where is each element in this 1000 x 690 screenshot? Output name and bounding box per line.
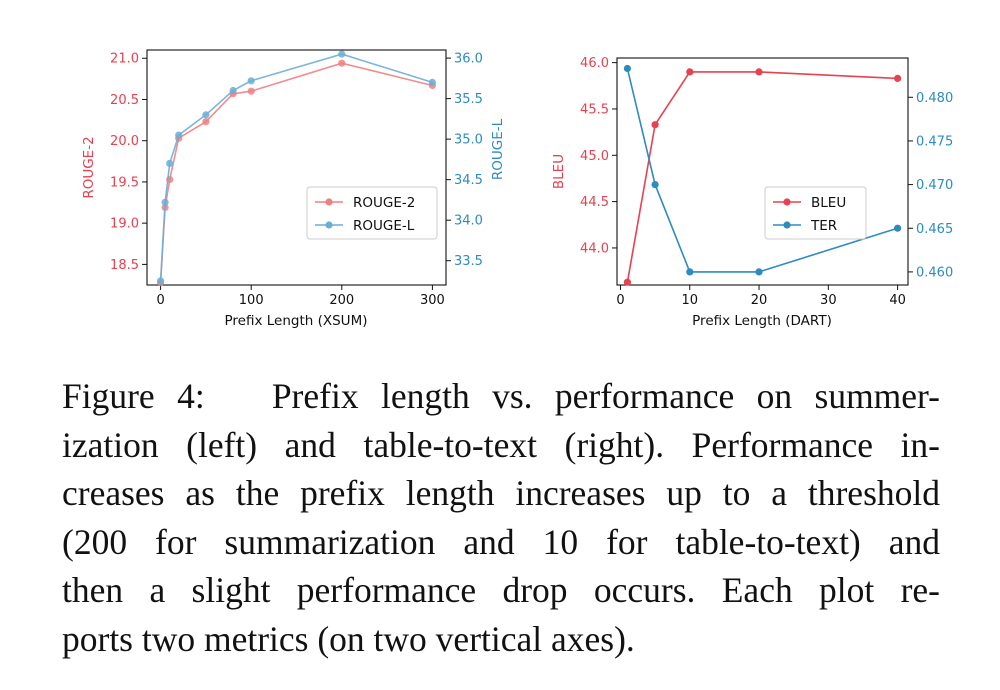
y-right-tick-label: 0.460 bbox=[916, 265, 953, 280]
legend-label: BLEU bbox=[811, 195, 846, 211]
y-right-tick-label: 35.0 bbox=[454, 133, 483, 148]
x-tick-label: 10 bbox=[681, 293, 698, 308]
caption-line: creases as the prefix length increases u… bbox=[62, 473, 940, 513]
x-tick-label: 20 bbox=[751, 293, 768, 308]
y-left-axis-label: ROUGE-2 bbox=[81, 136, 97, 198]
plot-frame bbox=[616, 57, 909, 286]
data-point bbox=[338, 50, 346, 58]
x-tick-label: 300 bbox=[420, 293, 445, 308]
data-point bbox=[623, 64, 632, 73]
y-right-tick-label: 36.0 bbox=[454, 52, 483, 67]
figure-caption: Figure 4: Prefix length vs. performance … bbox=[62, 372, 940, 663]
data-point bbox=[157, 277, 165, 285]
caption-line: ization (left) and table-to-text (right)… bbox=[62, 424, 940, 465]
data-point bbox=[229, 86, 237, 95]
y-left-tick-label: 44.0 bbox=[580, 241, 609, 256]
y-left-axis-label: BLEU bbox=[551, 154, 567, 189]
series-bleu bbox=[623, 68, 902, 286]
y-left-tick-label: 45.0 bbox=[580, 149, 609, 164]
x-axis-label: Prefix Length (XSUM) bbox=[225, 313, 368, 329]
y-right-axis-label: ROUGE-L bbox=[490, 118, 506, 180]
data-point bbox=[755, 68, 763, 76]
data-point bbox=[651, 121, 659, 129]
data-point bbox=[247, 87, 255, 95]
y-right-tick-label: 33.5 bbox=[454, 254, 483, 269]
data-point bbox=[247, 77, 255, 85]
y-left-tick-label: 45.5 bbox=[580, 102, 609, 117]
y-left-tick-label: 46.0 bbox=[580, 56, 609, 71]
y-left-tick-label: 19.5 bbox=[110, 175, 139, 190]
data-point bbox=[686, 68, 694, 76]
data-point bbox=[623, 278, 632, 286]
data-point bbox=[894, 74, 902, 82]
x-tick-label: 40 bbox=[889, 293, 906, 308]
data-point bbox=[428, 78, 436, 86]
data-point bbox=[338, 59, 346, 67]
legend: BLEU TER bbox=[764, 186, 867, 240]
y-right-tick-label: 0.475 bbox=[916, 134, 953, 149]
caption-line: Figure 4: Prefix length vs. performance … bbox=[62, 376, 940, 416]
series-line bbox=[626, 71, 898, 283]
y-left-tick-label: 44.5 bbox=[580, 195, 609, 210]
y-right-tick-label: 35.5 bbox=[454, 92, 483, 107]
y-right-tick-label: 0.480 bbox=[916, 91, 953, 106]
x-tick-label: 100 bbox=[239, 293, 264, 308]
y-left-tick-label: 18.5 bbox=[110, 258, 139, 273]
y-right-tick-label: 0.465 bbox=[916, 222, 953, 237]
data-point bbox=[651, 181, 659, 189]
legend-label: ROUGE-2 bbox=[353, 195, 415, 211]
legend-swatch-marker bbox=[325, 198, 333, 206]
data-point bbox=[161, 198, 169, 206]
data-point bbox=[755, 268, 763, 276]
caption-line: (200 for summarization and 10 for table-… bbox=[62, 521, 940, 562]
legend: ROUGE-2 ROUGE-L bbox=[306, 186, 438, 240]
x-tick-label: 0 bbox=[616, 293, 624, 308]
legend-swatch-marker bbox=[325, 221, 333, 229]
plot-frame bbox=[146, 49, 447, 286]
data-point bbox=[202, 118, 210, 126]
y-left-tick-label: 20.0 bbox=[110, 134, 139, 149]
legend-label: TER bbox=[810, 218, 837, 234]
y-right-tick-label: 34.0 bbox=[454, 214, 483, 229]
series-line bbox=[159, 62, 433, 283]
series-rouge-2 bbox=[157, 59, 436, 287]
chart-panel-1: 0 100 200 300 Prefix Length (XSUM) 18.5 19.0 19… bbox=[81, 49, 506, 329]
x-tick-label: 0 bbox=[156, 293, 164, 308]
legend-swatch-marker bbox=[783, 221, 791, 229]
x-tick-label: 200 bbox=[329, 293, 354, 308]
data-point bbox=[175, 131, 183, 139]
series-rouge-l bbox=[157, 50, 436, 285]
chart-panel-2: 0 10 20 30 40 Prefix Length (DART) 44.0 44.5 45.… bbox=[551, 56, 953, 329]
data-point bbox=[202, 111, 210, 119]
y-left-tick-label: 19.0 bbox=[110, 217, 139, 232]
series-line bbox=[159, 53, 433, 281]
data-point bbox=[166, 159, 174, 167]
legend-swatch-marker bbox=[783, 198, 791, 206]
caption-line: then a slight performance drop occurs. E… bbox=[62, 570, 940, 610]
y-left-tick-label: 20.5 bbox=[110, 93, 139, 108]
caption-line: ports two metrics (on two vertical axes)… bbox=[62, 618, 635, 659]
x-axis-label: Prefix Length (DART) bbox=[692, 313, 832, 329]
data-point bbox=[894, 224, 902, 232]
legend-label: ROUGE-L bbox=[353, 218, 415, 234]
series-line bbox=[626, 68, 898, 273]
y-right-tick-label: 34.5 bbox=[454, 173, 483, 188]
y-left-tick-label: 21.0 bbox=[110, 52, 139, 67]
y-right-tick-label: 0.470 bbox=[916, 178, 953, 193]
series-ter bbox=[623, 64, 902, 276]
x-tick-label: 30 bbox=[820, 293, 837, 308]
legend-box bbox=[306, 186, 438, 240]
data-point bbox=[686, 268, 694, 276]
